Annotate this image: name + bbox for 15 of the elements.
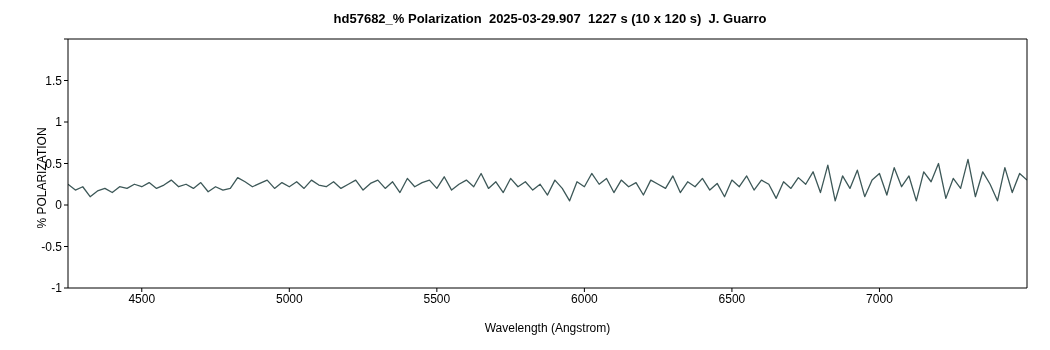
x-axis-title: Wavelength (Angstrom) <box>484 321 611 335</box>
y-tick-label: 0.5 <box>45 156 63 171</box>
x-tick-label: 5000 <box>275 291 303 306</box>
x-tick-label: 7000 <box>866 291 894 306</box>
x-tick-label: 4500 <box>128 291 156 306</box>
chart-title: hd57682_% Polarization 2025-03-29.907 1227 s (10 x 120 s) J. Guarro <box>332 10 768 28</box>
x-tick-label: 5500 <box>423 291 451 306</box>
y-tick-label: -0.5 <box>41 239 63 254</box>
y-tick-label: 0 <box>55 198 63 213</box>
x-tick-label: 6000 <box>571 291 599 306</box>
y-tick-label: -1 <box>51 281 63 296</box>
line-series <box>68 158 1027 202</box>
y-tick-label: 1.5 <box>45 73 63 88</box>
x-tick-label: 6500 <box>718 291 746 306</box>
y-tick-label: 1 <box>55 115 63 130</box>
